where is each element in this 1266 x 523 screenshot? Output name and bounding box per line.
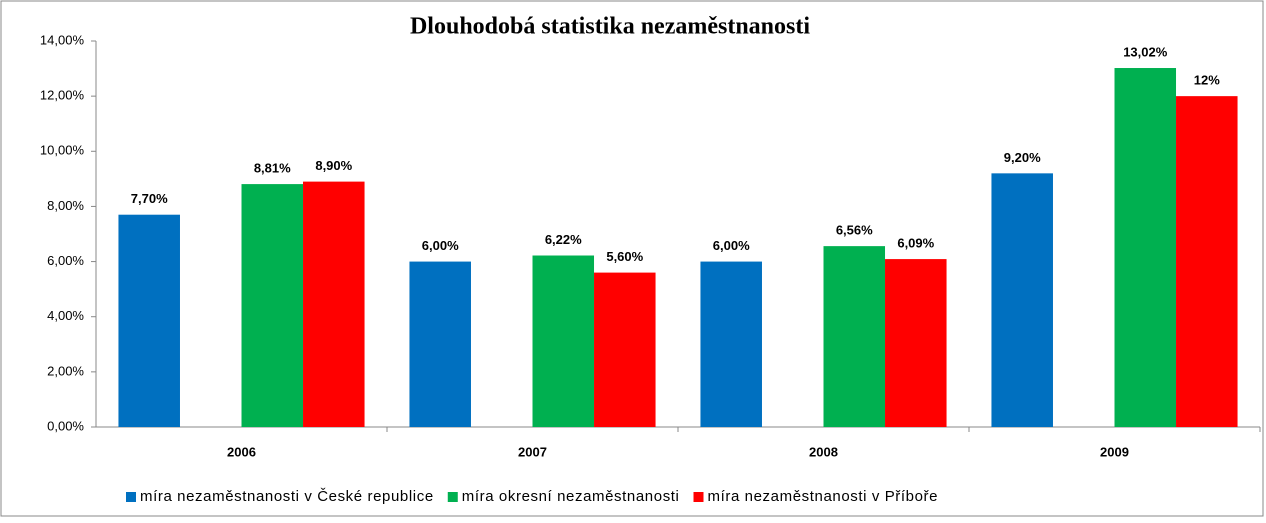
y-tick-label: 14,00% (40, 32, 85, 47)
x-tick-label: 2008 (809, 444, 838, 459)
data-label: 6,00% (422, 238, 459, 253)
y-tick-label: 10,00% (40, 143, 85, 158)
legend-swatch (126, 492, 136, 502)
data-label: 7,70% (131, 191, 168, 206)
legend-label: míra nezaměstnanosti v Příboře (708, 488, 939, 505)
data-label: 6,00% (713, 238, 750, 253)
bar (118, 214, 180, 427)
data-label: 5,60% (606, 249, 643, 264)
legend-swatch (447, 492, 458, 502)
y-tick-label: 2,00% (47, 363, 84, 378)
data-label: 6,56% (836, 223, 873, 238)
data-label: 9,20% (1004, 150, 1041, 165)
data-label: 6,09% (897, 236, 934, 251)
bar (303, 181, 365, 427)
y-tick-label: 6,00% (47, 253, 84, 268)
bar (700, 261, 762, 427)
bar (1176, 96, 1238, 428)
bar (409, 261, 471, 427)
x-tick-label: 2009 (1100, 444, 1129, 459)
data-label: 8,81% (254, 161, 291, 176)
y-tick-label: 4,00% (47, 308, 84, 323)
bar (991, 173, 1053, 427)
data-label: 8,90% (315, 158, 352, 173)
bar (885, 259, 947, 427)
bar (594, 272, 656, 427)
data-label: 12% (1194, 73, 1220, 88)
chart-title: Dlouhodobá statistika nezaměstnanosti (410, 14, 810, 40)
x-tick-label: 2006 (227, 444, 256, 459)
legend-swatch (693, 492, 704, 502)
bar (1114, 68, 1177, 428)
bar (241, 184, 304, 427)
legend-label: míra nezaměstnanosti v České republice (140, 488, 434, 505)
legend-label: míra okresní nezaměstnanosti (462, 488, 680, 505)
data-label: 6,22% (545, 232, 582, 247)
y-tick-label: 8,00% (47, 198, 84, 213)
data-label: 13,02% (1123, 44, 1168, 59)
bar (532, 255, 595, 427)
x-tick-label: 2007 (518, 444, 547, 459)
y-tick-label: 0,00% (47, 418, 84, 433)
bar (823, 246, 886, 427)
y-tick-label: 12,00% (40, 88, 85, 103)
